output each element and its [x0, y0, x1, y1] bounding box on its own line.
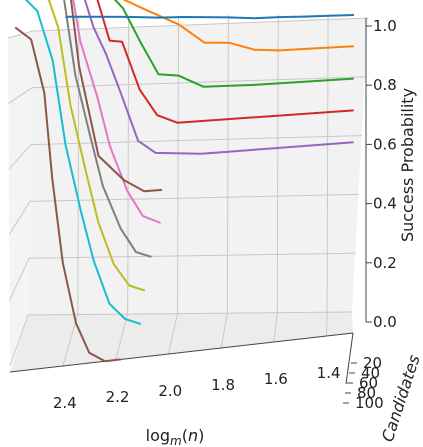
- series-lines: [14, 0, 355, 363]
- side-grid-line: [8, 201, 31, 236]
- y-tick-label: 100: [355, 394, 384, 412]
- series-line: [24, 0, 142, 326]
- x-tick-label: 1.6: [264, 370, 288, 388]
- grid-line-x: [177, 15, 180, 314]
- grid-line-x: [276, 14, 279, 313]
- back-pane: [28, 18, 368, 315]
- x-axis-label: logm(n): [146, 426, 205, 447]
- floor-grid-line: [220, 313, 228, 349]
- z-tick-label: 0.2: [373, 254, 397, 272]
- side-grid-line: [7, 30, 34, 39]
- grid-line-z: [31, 76, 365, 89]
- series-line: [122, 0, 354, 52]
- series-line: [72, 0, 161, 224]
- grid-line-x: [127, 16, 130, 315]
- series-line: [83, 0, 354, 155]
- series-line: [47, 0, 146, 292]
- x-tick-label: 1.8: [211, 376, 235, 394]
- z-axis-label: Success Probability: [398, 88, 417, 242]
- y-tick-label: 60: [359, 374, 378, 392]
- side-grid-line: [9, 257, 30, 301]
- grid-line-z: [27, 311, 353, 316]
- z-tick-label: 0.6: [373, 135, 397, 153]
- grid-lines: [7, 14, 369, 385]
- series-line: [113, 0, 354, 88]
- grid-line-z: [30, 135, 362, 146]
- y-tick-label: 80: [357, 384, 376, 402]
- grid-line-x: [226, 15, 229, 314]
- floor-grid-line: [115, 313, 129, 361]
- x-tick-label: 2.2: [106, 388, 130, 406]
- side-pane: [8, 31, 33, 366]
- z-tick-label: 0.0: [373, 313, 397, 331]
- side-grid-line: [9, 314, 29, 367]
- z-tick-label: 0.4: [373, 195, 397, 213]
- series-line: [63, 0, 152, 258]
- floor-pane: [10, 312, 353, 372]
- x-tick-label: 2.4: [53, 394, 77, 412]
- grid-line-x: [326, 14, 329, 313]
- floor-grid-line: [167, 313, 179, 355]
- floor-grid-line: [273, 312, 278, 343]
- y-tick-label: 40: [361, 364, 380, 382]
- series-line: [96, 0, 354, 124]
- grid-line-z: [29, 193, 359, 202]
- x-tick-label: 2.0: [158, 382, 182, 400]
- z-tick-label: 0.8: [373, 76, 397, 94]
- series-line: [70, 0, 163, 193]
- y-axis-label: Candidates: [378, 353, 423, 445]
- tick-labels: 2.4 2.2 2.0 1.8 1.6 1.4 0.0 0.2 0.4 0.6 0.8 1.0 2040…: [53, 17, 397, 412]
- side-grid-line: [8, 144, 32, 170]
- series-line: [65, 14, 355, 20]
- series-line: [14, 26, 121, 363]
- grid-line-z: [28, 252, 356, 259]
- x-tick-label: 1.4: [317, 364, 341, 382]
- grid-line-z: [32, 17, 369, 32]
- y-axis-line: [345, 332, 354, 385]
- side-grid-line: [8, 87, 33, 105]
- x-axis-line: [9, 332, 354, 373]
- z-tick-label: 1.0: [373, 17, 397, 35]
- y-tick-label: 20: [363, 354, 382, 372]
